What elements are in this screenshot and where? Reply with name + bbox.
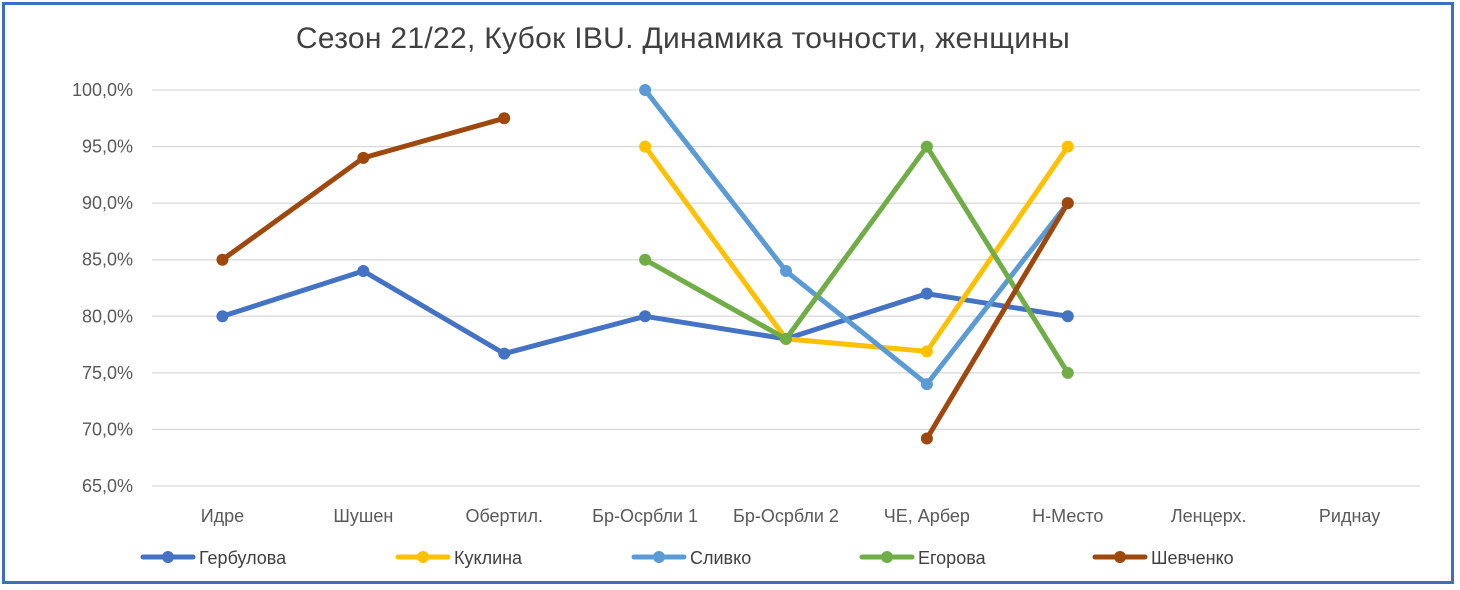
series-1 — [216, 265, 1074, 360]
grid-lines — [152, 89, 1420, 487]
chart-title: Сезон 21/22, Кубок IBU. Динамика точност… — [295, 22, 1071, 55]
data-point — [216, 310, 229, 323]
y-tick-label: 85,0% — [82, 250, 133, 270]
data-point — [780, 332, 792, 345]
data-point — [498, 112, 511, 125]
legend-item: Гербулова — [140, 548, 287, 568]
data-point — [920, 432, 933, 445]
data-point — [1061, 310, 1074, 323]
series-5 — [216, 112, 1074, 445]
x-tick-label: ЧЕ, Арбер — [884, 506, 970, 526]
x-tick-label: Ленцерх. — [1171, 506, 1247, 526]
data-point — [216, 253, 229, 266]
x-tick-label: Риднау — [1319, 506, 1380, 526]
legend-item: Шевченко — [1092, 548, 1234, 568]
legend-item: Егорова — [859, 548, 987, 568]
series-line — [642, 144, 1071, 354]
legend-marker — [881, 551, 893, 563]
legend-item: Куклина — [395, 548, 523, 568]
legend-item: Сливко — [631, 548, 751, 568]
data-point — [357, 151, 370, 164]
series-lines — [216, 84, 1074, 445]
series-line — [924, 200, 1071, 441]
data-point — [639, 84, 652, 96]
series-line — [642, 144, 1071, 376]
series-line — [219, 115, 507, 263]
legend-marker — [162, 551, 174, 563]
data-point — [920, 345, 933, 358]
y-tick-label: 75,0% — [82, 363, 133, 383]
data-point — [920, 378, 933, 391]
legend-marker — [1114, 551, 1126, 563]
data-point — [639, 253, 652, 266]
x-axis-ticks: Идре Шушен Обертил. Бр-Осрбли 1 Бр-Осрбли 2 Ч… — [201, 506, 1381, 526]
legend-label: Гербулова — [199, 548, 287, 568]
data-point — [920, 140, 933, 153]
y-tick-label: 65,0% — [82, 476, 133, 496]
y-tick-label: 90,0% — [82, 193, 133, 213]
y-tick-label: 70,0% — [82, 419, 133, 439]
legend-marker — [653, 551, 665, 563]
legend-label: Егорова — [918, 548, 987, 568]
legend: Гербулова Куклина Сливко Егорова Шевченко — [140, 548, 1234, 568]
data-point — [1061, 197, 1074, 210]
data-point — [920, 287, 933, 300]
data-point — [498, 347, 511, 360]
x-tick-label: Идре — [201, 506, 244, 526]
y-tick-label: 100,0% — [72, 80, 133, 100]
legend-marker — [417, 551, 429, 563]
data-point — [780, 265, 792, 278]
x-tick-label: Бр-Осрбли 1 — [592, 506, 698, 526]
series-line — [642, 87, 1071, 387]
legend-label: Шевченко — [1151, 548, 1234, 568]
data-point — [1061, 140, 1074, 153]
y-tick-label: 95,0% — [82, 137, 133, 157]
y-axis-ticks: 65,0% 70,0% 75,0% 80,0% 85,0% 90,0% 95,0% 100,0… — [72, 80, 133, 496]
x-tick-label: Бр-Осрбли 2 — [733, 506, 839, 526]
data-point — [639, 310, 652, 323]
x-tick-label: Н-Место — [1032, 506, 1103, 526]
x-tick-label: Обертил. — [465, 506, 543, 526]
data-point — [357, 265, 370, 278]
legend-label: Сливко — [690, 548, 751, 568]
y-tick-label: 80,0% — [82, 306, 133, 326]
legend-label: Куклина — [454, 548, 523, 568]
series-4 — [639, 140, 1074, 379]
data-point — [639, 140, 652, 153]
x-tick-label: Шушен — [333, 506, 393, 526]
data-point — [1061, 366, 1074, 379]
